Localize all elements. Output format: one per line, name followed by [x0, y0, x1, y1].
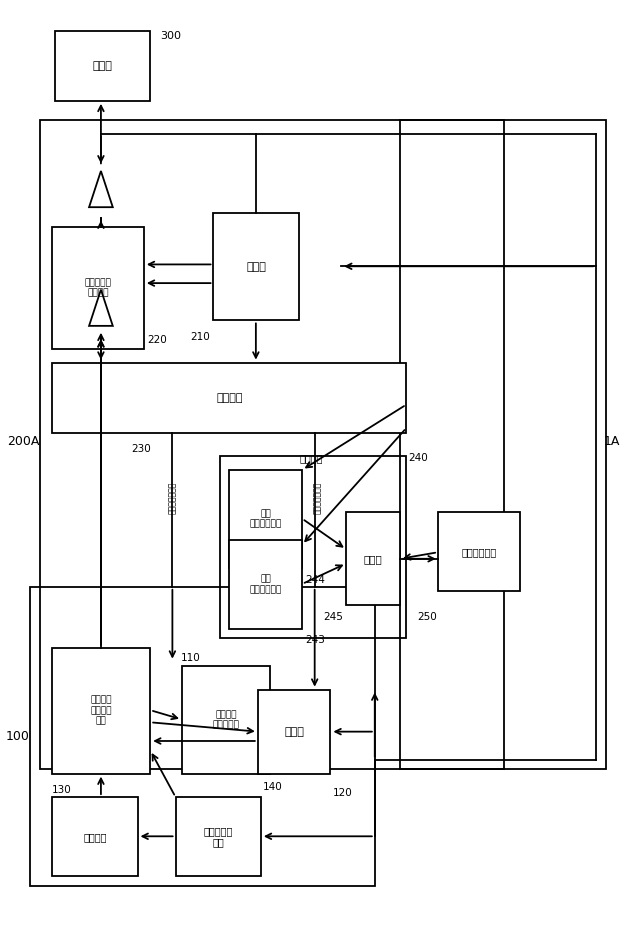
Text: 内視鏡制御信号: 内視鏡制御信号	[168, 482, 177, 514]
Text: 110: 110	[180, 653, 200, 664]
Text: 1A: 1A	[604, 435, 620, 448]
Text: 130: 130	[52, 785, 72, 795]
Text: 撮像素子: 撮像素子	[83, 832, 107, 841]
Text: ビデオ信号
処理回路: ビデオ信号 処理回路	[84, 278, 111, 297]
FancyBboxPatch shape	[175, 797, 261, 876]
Text: バス回路: バス回路	[216, 393, 243, 402]
Text: 245: 245	[323, 612, 343, 622]
Text: 243: 243	[305, 635, 325, 646]
Text: 内視鏡電源供給: 内視鏡電源供給	[314, 482, 323, 514]
Text: 100: 100	[6, 729, 29, 743]
FancyBboxPatch shape	[52, 797, 138, 876]
FancyBboxPatch shape	[229, 470, 302, 568]
Text: 140: 140	[263, 782, 283, 792]
FancyBboxPatch shape	[52, 648, 150, 774]
Text: 230: 230	[131, 444, 151, 454]
FancyBboxPatch shape	[229, 540, 302, 629]
Text: 250: 250	[417, 612, 436, 622]
Text: リレー: リレー	[364, 554, 383, 564]
Text: 210: 210	[191, 332, 211, 342]
Text: 220: 220	[147, 335, 167, 344]
Text: 電源回路: 電源回路	[300, 453, 323, 463]
FancyBboxPatch shape	[438, 512, 520, 591]
Text: メモリ: メモリ	[284, 727, 304, 737]
FancyBboxPatch shape	[214, 213, 299, 321]
Text: 制御部: 制御部	[246, 261, 266, 272]
Text: ロックレバー: ロックレバー	[461, 547, 497, 556]
Text: 120: 120	[332, 788, 352, 798]
Text: ドライバー
回路: ドライバー 回路	[204, 826, 233, 848]
Text: 240: 240	[408, 453, 428, 463]
Text: 第１
レギュレータ: 第１ レギュレータ	[250, 574, 282, 594]
Text: モニタ: モニタ	[93, 61, 113, 70]
FancyBboxPatch shape	[52, 363, 406, 432]
FancyBboxPatch shape	[56, 31, 150, 101]
Text: 第２
レギュレータ: 第２ レギュレータ	[250, 509, 282, 529]
Text: 300: 300	[160, 31, 180, 40]
FancyBboxPatch shape	[52, 227, 144, 349]
Text: 撒像素子
信号処理
回路: 撒像素子 信号処理 回路	[90, 696, 112, 726]
FancyBboxPatch shape	[182, 666, 271, 774]
FancyBboxPatch shape	[346, 512, 400, 605]
Text: 200A: 200A	[8, 435, 40, 448]
Text: スコープ
情報記憶部: スコープ 情報記憶部	[212, 711, 239, 729]
Text: 244: 244	[305, 574, 325, 585]
FancyBboxPatch shape	[258, 690, 330, 774]
